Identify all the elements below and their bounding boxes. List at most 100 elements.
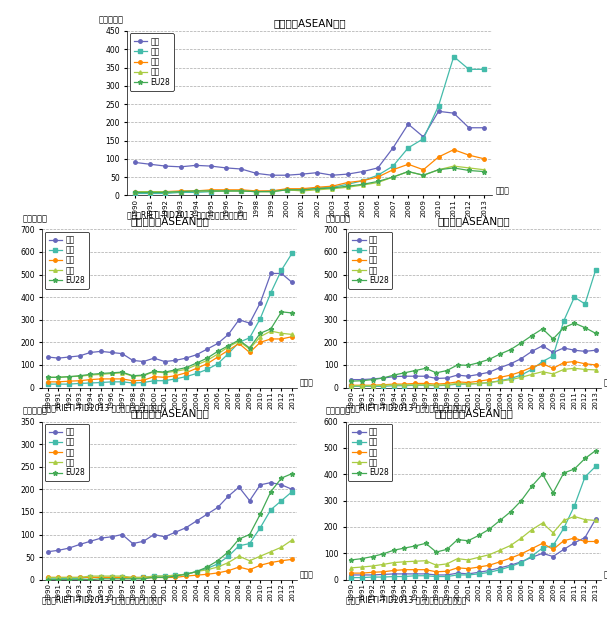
米国 [225, 559, 232, 566]
米国 [246, 345, 253, 353]
EU28 [147, 188, 154, 196]
米国 [55, 374, 62, 381]
日本 [118, 531, 126, 538]
中国 [475, 379, 483, 387]
米国 [118, 572, 126, 580]
EU28 [162, 188, 169, 196]
韓国 [246, 566, 253, 574]
EU28 [236, 535, 243, 542]
韓国 [348, 381, 355, 389]
米国 [375, 179, 382, 186]
日本 [507, 562, 514, 569]
EU28 [454, 536, 461, 543]
米国 [44, 374, 52, 381]
米国 [299, 187, 306, 195]
米国 [108, 370, 115, 377]
米国 [443, 560, 450, 568]
日本 [267, 270, 274, 277]
米国 [420, 172, 427, 179]
中国 [379, 383, 387, 390]
米国 [481, 166, 488, 174]
韓国 [288, 556, 296, 563]
中国 [236, 339, 243, 346]
韓国 [55, 574, 62, 581]
韓国 [549, 365, 557, 372]
韓国 [66, 574, 73, 581]
米国 [253, 188, 260, 195]
米国 [344, 184, 351, 191]
EU28 [208, 187, 215, 195]
日本 [55, 547, 62, 554]
EU28 [475, 359, 483, 366]
中国 [560, 525, 568, 532]
韓国 [172, 372, 179, 379]
Line: 中国: 中国 [46, 251, 294, 386]
Line: 米国: 米国 [134, 164, 486, 193]
日本 [147, 161, 154, 168]
米国 [518, 534, 525, 542]
中国 [412, 381, 419, 389]
EU28 [161, 368, 168, 376]
中国 [369, 574, 376, 581]
EU28 [401, 369, 408, 376]
韓国 [466, 151, 473, 159]
日本 [108, 533, 115, 541]
Text: 資料：RIETI-TID2013 データベースから作成。: 資料：RIETI-TID2013 データベースから作成。 [42, 595, 163, 604]
米国 [97, 572, 104, 580]
米国 [76, 574, 83, 581]
EU28 [475, 532, 483, 539]
日本 [466, 124, 473, 131]
韓国 [549, 546, 557, 553]
EU28 [203, 355, 211, 362]
中国 [528, 366, 535, 373]
日本 [97, 348, 104, 355]
米国 [348, 382, 355, 389]
韓国 [193, 572, 200, 579]
日本 [369, 375, 376, 383]
日本 [486, 368, 493, 376]
日本 [412, 570, 419, 578]
米国 [288, 330, 296, 338]
日本 [433, 374, 440, 382]
日本 [214, 503, 222, 511]
Line: 日本: 日本 [350, 344, 597, 381]
韓国 [435, 153, 443, 161]
日本 [236, 316, 243, 324]
中国 [405, 144, 412, 151]
中国 [486, 569, 493, 576]
中国 [475, 570, 483, 578]
韓国 [203, 360, 211, 368]
EU28 [140, 371, 147, 379]
中国 [518, 559, 525, 566]
中国 [118, 378, 126, 386]
EU28 [507, 508, 514, 515]
日本 [539, 342, 546, 350]
中国 [507, 374, 514, 382]
中国 [422, 381, 429, 389]
Line: 中国: 中国 [46, 490, 294, 580]
日本 [182, 524, 189, 531]
韓国 [401, 566, 408, 574]
韓国 [182, 572, 189, 580]
中国 [161, 377, 168, 384]
中国 [257, 524, 264, 531]
米国 [257, 333, 264, 340]
日本 [151, 355, 158, 362]
中国 [329, 184, 336, 191]
中国 [592, 267, 599, 274]
韓国 [412, 566, 419, 574]
日本 [344, 170, 351, 178]
米国 [182, 366, 189, 373]
EU28 [549, 489, 557, 497]
韓国 [214, 569, 222, 577]
中国 [422, 572, 429, 580]
EU28 [182, 570, 189, 578]
中国 [375, 172, 382, 179]
日本 [118, 350, 126, 357]
中国 [358, 383, 365, 390]
韓国 [375, 174, 382, 181]
Text: （億ドル）: （億ドル） [98, 16, 123, 24]
日本 [358, 571, 365, 578]
日本 [267, 479, 274, 486]
EU28 [172, 366, 179, 374]
